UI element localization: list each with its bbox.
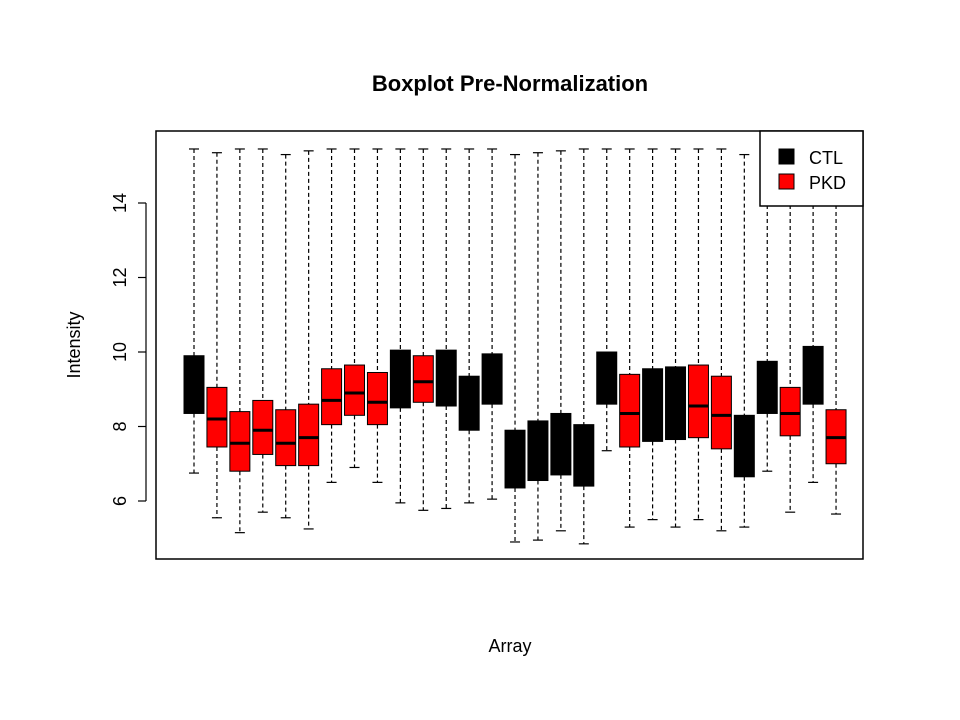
box-5 [275, 153, 297, 519]
legend-box [759, 130, 864, 207]
box-rect [366, 371, 388, 426]
box-12 [435, 148, 457, 510]
y-tick-label: 8 [110, 421, 130, 431]
plot-frame [155, 130, 864, 560]
box-28 [802, 148, 824, 483]
box-13 [458, 148, 480, 504]
y-axis: 6 8 10 12 14 [110, 193, 147, 506]
legend-label-ctl: CTL [809, 148, 843, 168]
box-rect [619, 373, 641, 448]
box-rect [779, 386, 801, 437]
box-7 [321, 148, 343, 483]
box-1 [183, 148, 205, 474]
y-tick-label: 14 [110, 193, 130, 213]
box-rect [206, 386, 228, 448]
box-9 [366, 148, 388, 483]
box-rect [321, 368, 343, 426]
box-rect [412, 355, 434, 403]
box-rect [344, 364, 366, 416]
plot-area [183, 148, 847, 545]
box-20 [619, 148, 641, 528]
box-15 [504, 153, 526, 543]
chart-title: Boxplot Pre-Normalization [372, 71, 648, 96]
legend-label-pkd: PKD [809, 173, 846, 193]
y-tick-label: 10 [110, 342, 130, 362]
legend-swatch-ctl [778, 148, 795, 165]
box-24 [710, 148, 732, 532]
box-21 [642, 148, 664, 521]
box-19 [596, 148, 618, 452]
box-3 [229, 148, 251, 534]
box-11 [412, 148, 434, 511]
box-rect [183, 355, 205, 414]
box-rect [527, 420, 549, 482]
box-rect [710, 375, 732, 450]
y-tick-label: 12 [110, 267, 130, 287]
y-axis-label: Intensity [64, 311, 84, 378]
box-rect [298, 403, 320, 467]
box-18 [573, 148, 595, 545]
y-tick-label: 6 [110, 496, 130, 506]
legend-swatch-pkd [778, 173, 795, 190]
box-27 [779, 148, 801, 513]
box-rect [229, 411, 251, 472]
box-rect [665, 366, 687, 441]
x-axis-label: Array [488, 636, 531, 656]
box-6 [298, 150, 320, 530]
box-17 [550, 150, 572, 532]
box-4 [252, 148, 274, 513]
box-rect [642, 368, 664, 442]
box-14 [481, 148, 503, 500]
box-2 [206, 152, 228, 519]
legend: CTL PKD [759, 130, 864, 207]
box-8 [344, 148, 366, 469]
box-16 [527, 152, 549, 541]
box-rect [687, 364, 709, 439]
box-rect [389, 349, 411, 409]
box-rect [275, 409, 297, 467]
box-10 [389, 148, 411, 504]
box-22 [665, 148, 687, 528]
box-23 [687, 148, 709, 521]
box-25 [733, 153, 755, 528]
box-rect [252, 399, 274, 455]
box-rect [504, 429, 526, 489]
